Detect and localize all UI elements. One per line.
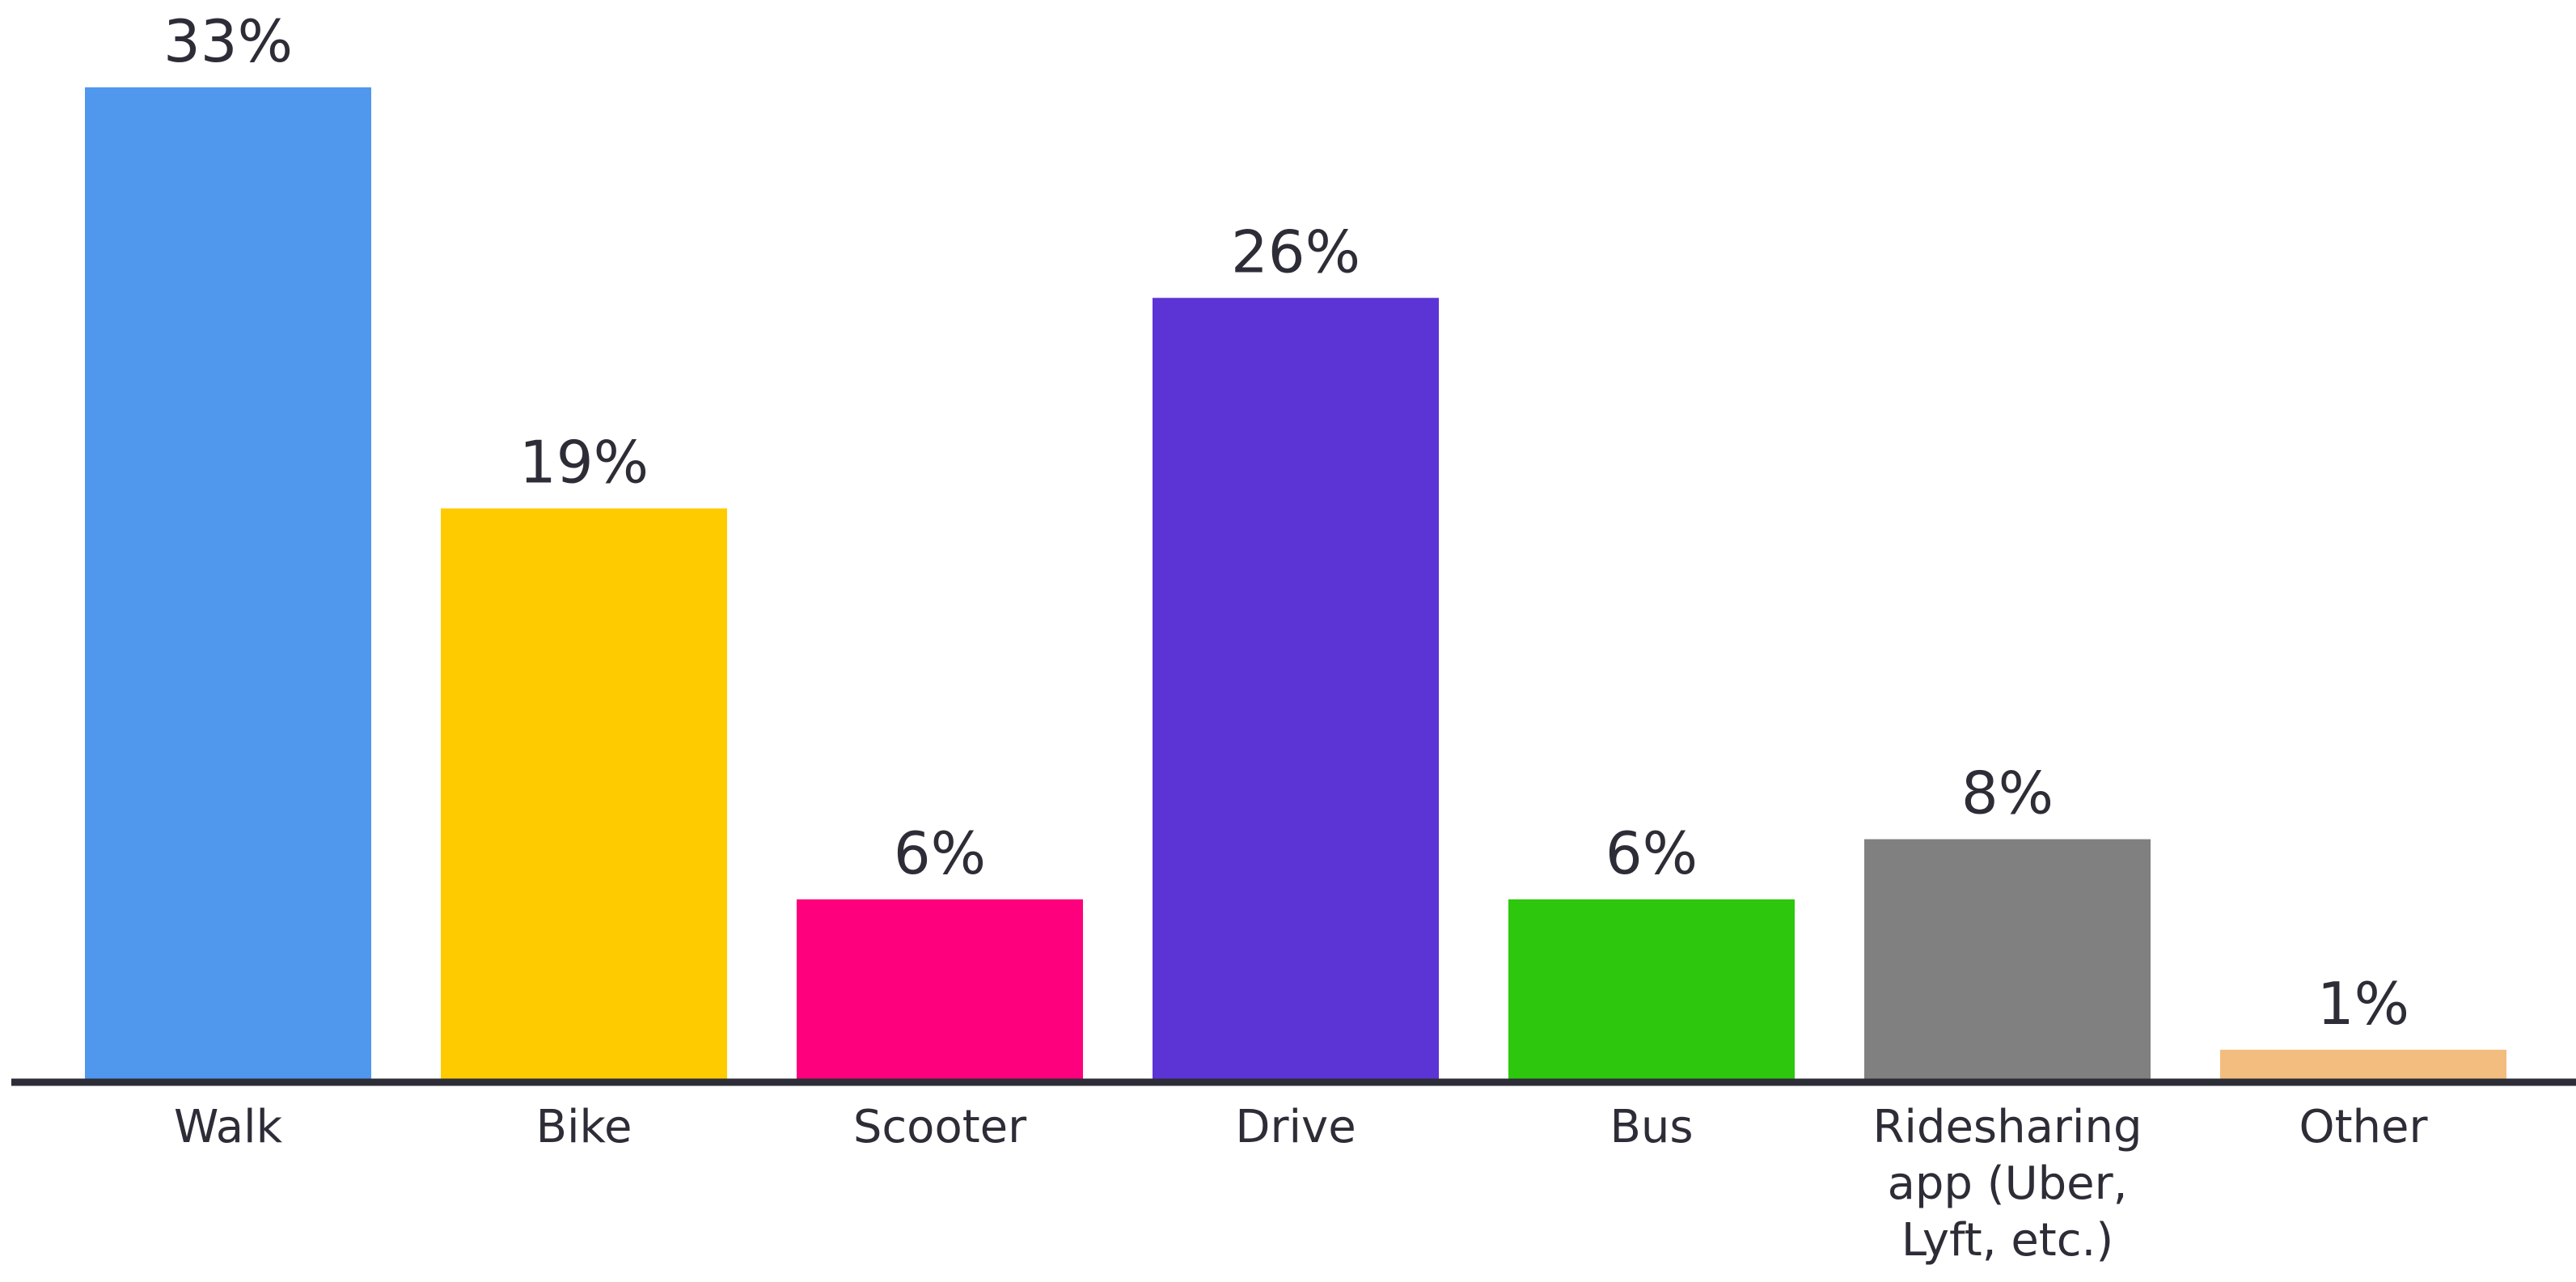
category-label: Scooter — [853, 1101, 1027, 1153]
bar — [441, 508, 727, 1080]
category-label: Bike — [536, 1101, 632, 1153]
bar — [1153, 298, 1439, 1081]
category-label-line: Bike — [536, 1101, 632, 1153]
bar-value-label: 6% — [894, 819, 986, 887]
bar — [1864, 839, 2151, 1080]
bar-value-label: 6% — [1605, 819, 1698, 887]
category-label: Ridesharing app (Uber, Lyft, etc.) — [1872, 1101, 2142, 1267]
category-label: Drive — [1235, 1101, 1356, 1153]
category-label-line: Bus — [1609, 1101, 1693, 1153]
bar-value-label: 1% — [2317, 970, 2409, 1038]
category-label-line: Drive — [1235, 1101, 1356, 1153]
bar-value-label: 8% — [1961, 759, 2054, 827]
category-labels-group: Walk Bike Scooter Drive Bus Ridesharing app (U… — [174, 1101, 2429, 1267]
category-label-line: Scooter — [853, 1101, 1027, 1153]
category-label-line: Ridesharing — [1872, 1101, 2142, 1153]
category-label-line: app (Uber, — [1888, 1157, 2128, 1210]
bar-value-label: 33% — [163, 7, 293, 75]
bar — [1508, 899, 1795, 1080]
bar — [797, 899, 1083, 1080]
bar-value-label: 26% — [1231, 218, 1360, 286]
bar — [85, 87, 371, 1080]
category-label-line: Other — [2299, 1101, 2428, 1153]
bar-value-label: 19% — [519, 429, 649, 497]
bar — [2220, 1049, 2506, 1080]
category-label-line: Lyft, etc.) — [1901, 1214, 2113, 1267]
category-label: Other — [2299, 1101, 2428, 1153]
category-label: Walk — [174, 1101, 283, 1153]
category-label-line: Walk — [174, 1101, 283, 1153]
value-labels-group: 33% 19% 6% 26% 6% 8% 1% — [163, 7, 2409, 1038]
category-label: Bus — [1609, 1101, 1693, 1153]
bars-group — [85, 87, 2506, 1081]
